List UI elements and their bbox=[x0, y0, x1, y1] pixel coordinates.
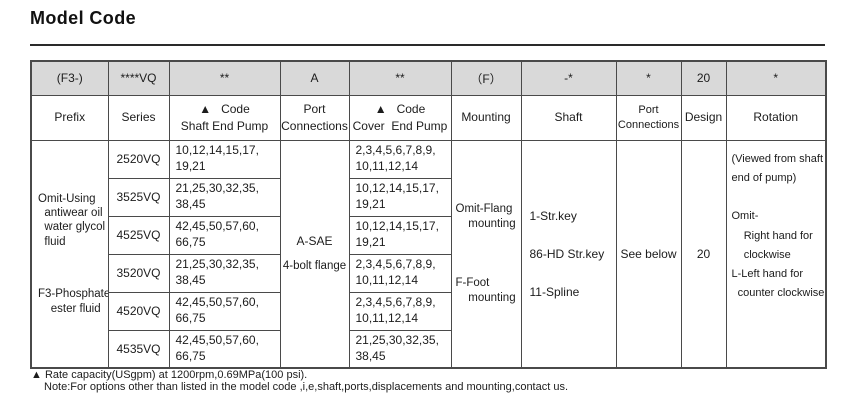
code-segment-port-connections-2: * bbox=[615, 60, 682, 96]
prefix-option-omit: Omit-Using antiwear oil water glycol flu… bbox=[38, 192, 106, 248]
header-cover-end-pump: ▲ Code Cover End Pump bbox=[348, 94, 452, 141]
shaft-end-codes-cell: 42,45,50,57,60, 66,75 bbox=[168, 291, 281, 331]
shaft-option-str-key: 1-Str.key bbox=[529, 208, 577, 223]
port-connection-code: A-SAE bbox=[296, 233, 333, 248]
design-cell: 20 bbox=[680, 139, 727, 369]
cover-end-codes-cell: 21,25,30,32,35, 38,45 bbox=[348, 329, 452, 369]
table-row: 4535VQ 42,45,50,57,60, 66,75 21,25,30,32… bbox=[31, 329, 826, 369]
cover-end-codes-cell: 2,3,4,5,6,7,8,9, 10,11,12,14 bbox=[348, 291, 452, 331]
mounting-option-foot: F-Foot mounting bbox=[455, 276, 516, 304]
cover-end-codes-cell: 10,12,14,15,17, 19,21 bbox=[348, 177, 452, 217]
series-cell: 4520VQ bbox=[107, 291, 170, 331]
table-row: Omit-Using antiwear oil water glycol flu… bbox=[30, 139, 827, 369]
table-row: 4520VQ 42,45,50,57,60, 66,75 2,3,4,5,6,7… bbox=[31, 291, 826, 331]
page-title: Model Code bbox=[30, 8, 136, 28]
table-row: 3520VQ 21,25,30,32,35, 38,45 2,3,4,5,6,7… bbox=[31, 253, 826, 293]
footnotes: ▲ Rate capacity(USgpm) at 1200rpm,0.69MP… bbox=[31, 369, 568, 394]
prefix-cell: Omit-Using antiwear oil water glycol flu… bbox=[30, 139, 109, 369]
header-shaft-end-pump: ▲ Code Shaft End Pump bbox=[168, 94, 281, 141]
header-prefix: Prefix bbox=[30, 94, 109, 141]
cover-end-codes-cell: 2,3,4,5,6,7,8,9, 10,11,12,14 bbox=[348, 139, 452, 179]
shaft-end-codes-cell: 21,25,30,32,35, 38,45 bbox=[168, 177, 281, 217]
model-code-segments-row: (F3-) ****VQ ** A ** （F） -* * 20 * bbox=[30, 60, 827, 96]
port-connection-option: A-SAE 4-bolt flange bbox=[281, 233, 348, 274]
header-series: Series bbox=[107, 94, 170, 141]
series-cell: 4535VQ bbox=[107, 329, 170, 369]
shaft-end-codes-cell: 21,25,30,32,35, 38,45 bbox=[168, 253, 281, 293]
mounting-option-flange: Omit-Flang mounting bbox=[455, 202, 516, 230]
mounting-cell: Omit-Flang mounting F-Foot mounting bbox=[450, 139, 522, 369]
table-row: 3525VQ 21,25,30,32,35, 38,45 10,12,14,15… bbox=[31, 177, 826, 217]
series-cell: 3525VQ bbox=[107, 177, 170, 217]
port-connections-cell: A-SAE 4-bolt flange bbox=[279, 139, 350, 369]
cover-end-codes-cell: 10,12,14,15,17, 19,21 bbox=[348, 215, 452, 255]
code-segment-shaft: -* bbox=[520, 60, 617, 96]
header-port-connections: Port Connections bbox=[279, 94, 350, 141]
code-segment-design: 20 bbox=[680, 60, 727, 96]
rotation-cell: (Viewed from shaft end of pump) Omit- Ri… bbox=[725, 139, 827, 369]
code-segment-port-connections: A bbox=[279, 60, 350, 96]
shaft-end-codes-cell: 42,45,50,57,60, 66,75 bbox=[168, 329, 281, 369]
series-cell: 2520VQ bbox=[107, 139, 170, 179]
note-options: Note:For options other than listed in th… bbox=[44, 381, 569, 394]
shaft-option-hd-str-key: 86-HD Str.key bbox=[529, 246, 605, 261]
table-row: 4525VQ 42,45,50,57,60, 66,75 10,12,14,15… bbox=[31, 215, 826, 255]
code-segment-mounting: （F） bbox=[450, 60, 522, 96]
code-segment-cover-end: ** bbox=[348, 60, 452, 96]
header-port-connections-2: Port Connections bbox=[615, 94, 682, 141]
header-rotation: Rotation bbox=[725, 94, 827, 141]
note-rate-capacity: ▲ Rate capacity(USgpm) at 1200rpm,0.69MP… bbox=[31, 369, 308, 381]
header-design: Design bbox=[680, 94, 727, 141]
port-connections-2-cell: See below bbox=[615, 139, 682, 369]
header-mounting: Mounting bbox=[450, 94, 522, 141]
shaft-end-codes-cell: 42,45,50,57,60, 66,75 bbox=[168, 215, 281, 255]
shaft-option-spline: 11-Spline bbox=[529, 284, 580, 299]
shaft-cell: 1-Str.key 86-HD Str.key 11-Spline bbox=[520, 139, 617, 369]
mounting-options: Omit-Flang mounting F-Foot mounting bbox=[452, 202, 520, 306]
title-underline bbox=[30, 44, 825, 46]
port-connection-desc: 4-bolt flange bbox=[282, 260, 347, 273]
cover-end-codes-cell: 2,3,4,5,6,7,8,9, 10,11,12,14 bbox=[348, 253, 452, 293]
shaft-end-codes-cell: 10,12,14,15,17, 19,21 bbox=[168, 139, 281, 179]
shaft-options: 1-Str.key 86-HD Str.key 11-Spline bbox=[522, 208, 615, 299]
prefix-options: Omit-Using antiwear oil water glycol flu… bbox=[32, 192, 108, 316]
header-shaft: Shaft bbox=[520, 94, 617, 141]
code-segment-shaft-end: ** bbox=[168, 60, 281, 96]
series-cell: 4525VQ bbox=[107, 215, 170, 255]
prefix-option-f3: F3-Phosphate ester fluid bbox=[38, 288, 108, 315]
code-segment-series: ****VQ bbox=[107, 60, 170, 96]
model-code-table: (F3-) ****VQ ** A ** （F） -* * 20 * Prefi… bbox=[30, 60, 827, 369]
series-cell: 3520VQ bbox=[107, 253, 170, 293]
code-segment-rotation: * bbox=[725, 60, 827, 96]
column-headers-row: Prefix Series ▲ Code Shaft End Pump Port… bbox=[30, 94, 827, 141]
code-segment-prefix: (F3-) bbox=[30, 60, 109, 96]
